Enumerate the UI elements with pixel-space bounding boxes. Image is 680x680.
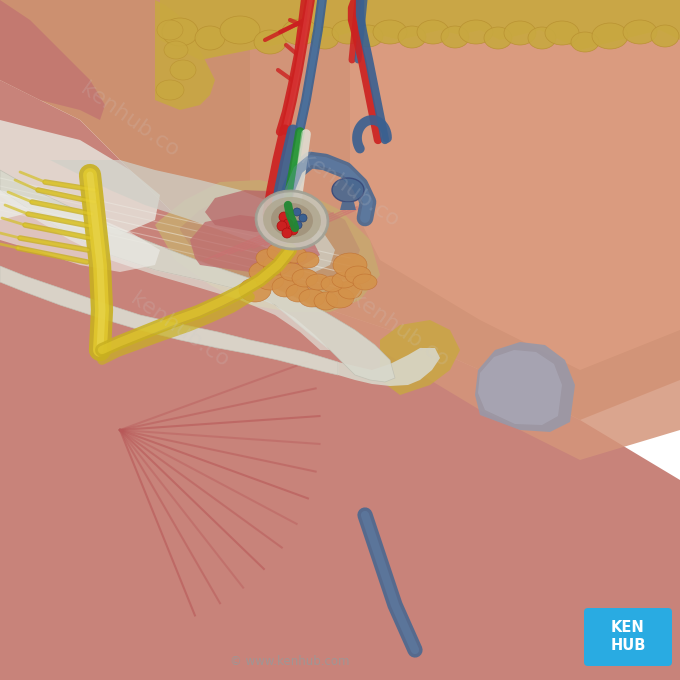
Ellipse shape	[333, 253, 367, 277]
Text: kenhub.co: kenhub.co	[127, 289, 233, 371]
Text: © www.kenhub.com: © www.kenhub.com	[231, 655, 350, 668]
Polygon shape	[0, 120, 160, 290]
Polygon shape	[475, 342, 575, 432]
Polygon shape	[0, 0, 680, 420]
Ellipse shape	[441, 26, 469, 48]
Ellipse shape	[292, 269, 318, 287]
Circle shape	[282, 228, 292, 238]
Ellipse shape	[220, 16, 260, 44]
Ellipse shape	[623, 20, 657, 44]
Ellipse shape	[545, 21, 579, 45]
Polygon shape	[340, 202, 356, 210]
Polygon shape	[380, 320, 460, 395]
Ellipse shape	[263, 197, 321, 243]
Ellipse shape	[286, 284, 310, 302]
Polygon shape	[0, 0, 200, 120]
Polygon shape	[180, 190, 360, 290]
Polygon shape	[350, 0, 680, 370]
Ellipse shape	[571, 32, 599, 52]
Ellipse shape	[398, 26, 426, 48]
Ellipse shape	[282, 19, 318, 45]
Text: kenhub.co: kenhub.co	[77, 79, 183, 161]
Ellipse shape	[195, 26, 225, 50]
Ellipse shape	[345, 266, 371, 284]
Circle shape	[299, 214, 307, 222]
Ellipse shape	[283, 247, 307, 263]
Polygon shape	[0, 430, 150, 680]
Ellipse shape	[280, 263, 304, 281]
Polygon shape	[160, 0, 680, 60]
Polygon shape	[478, 350, 562, 425]
Polygon shape	[0, 0, 105, 120]
Ellipse shape	[592, 23, 628, 49]
Polygon shape	[155, 180, 380, 312]
Polygon shape	[190, 215, 320, 272]
Polygon shape	[0, 190, 330, 350]
Circle shape	[288, 225, 298, 235]
Ellipse shape	[373, 20, 407, 44]
Text: HUB: HUB	[611, 639, 646, 653]
Ellipse shape	[651, 25, 679, 47]
Ellipse shape	[353, 25, 383, 47]
Text: kenhub.co: kenhub.co	[297, 149, 403, 231]
Ellipse shape	[164, 41, 188, 59]
Ellipse shape	[353, 274, 377, 290]
Ellipse shape	[528, 27, 556, 49]
Ellipse shape	[162, 18, 198, 46]
Ellipse shape	[156, 80, 184, 100]
Text: kenhub.co: kenhub.co	[347, 289, 453, 371]
Ellipse shape	[459, 20, 493, 44]
Polygon shape	[205, 190, 320, 232]
Ellipse shape	[256, 191, 328, 249]
Text: KEN: KEN	[611, 620, 645, 636]
Polygon shape	[0, 190, 160, 290]
Ellipse shape	[326, 288, 354, 308]
Ellipse shape	[338, 281, 362, 299]
Ellipse shape	[239, 278, 271, 302]
Ellipse shape	[504, 21, 536, 45]
Ellipse shape	[254, 30, 286, 54]
Ellipse shape	[256, 270, 284, 290]
Circle shape	[293, 208, 301, 216]
Circle shape	[294, 221, 302, 229]
Ellipse shape	[417, 20, 449, 44]
Ellipse shape	[311, 27, 339, 49]
Ellipse shape	[314, 292, 338, 310]
Ellipse shape	[263, 255, 291, 275]
Ellipse shape	[157, 20, 183, 40]
Ellipse shape	[332, 272, 356, 288]
Ellipse shape	[332, 20, 364, 44]
Ellipse shape	[267, 243, 293, 261]
Ellipse shape	[332, 178, 364, 202]
Polygon shape	[155, 0, 215, 110]
Circle shape	[283, 219, 293, 229]
Polygon shape	[250, 0, 680, 460]
Ellipse shape	[249, 262, 275, 282]
Circle shape	[277, 221, 287, 231]
Ellipse shape	[256, 249, 280, 267]
Polygon shape	[0, 80, 680, 680]
Ellipse shape	[297, 252, 319, 268]
Ellipse shape	[299, 289, 325, 307]
Ellipse shape	[170, 60, 196, 80]
FancyBboxPatch shape	[584, 608, 672, 666]
Ellipse shape	[321, 276, 343, 292]
Ellipse shape	[272, 277, 298, 297]
Ellipse shape	[306, 274, 330, 290]
Circle shape	[279, 212, 289, 222]
Ellipse shape	[484, 27, 512, 49]
Polygon shape	[338, 348, 440, 386]
Polygon shape	[0, 266, 338, 375]
Polygon shape	[50, 160, 335, 272]
Polygon shape	[0, 170, 395, 382]
Ellipse shape	[271, 203, 313, 237]
